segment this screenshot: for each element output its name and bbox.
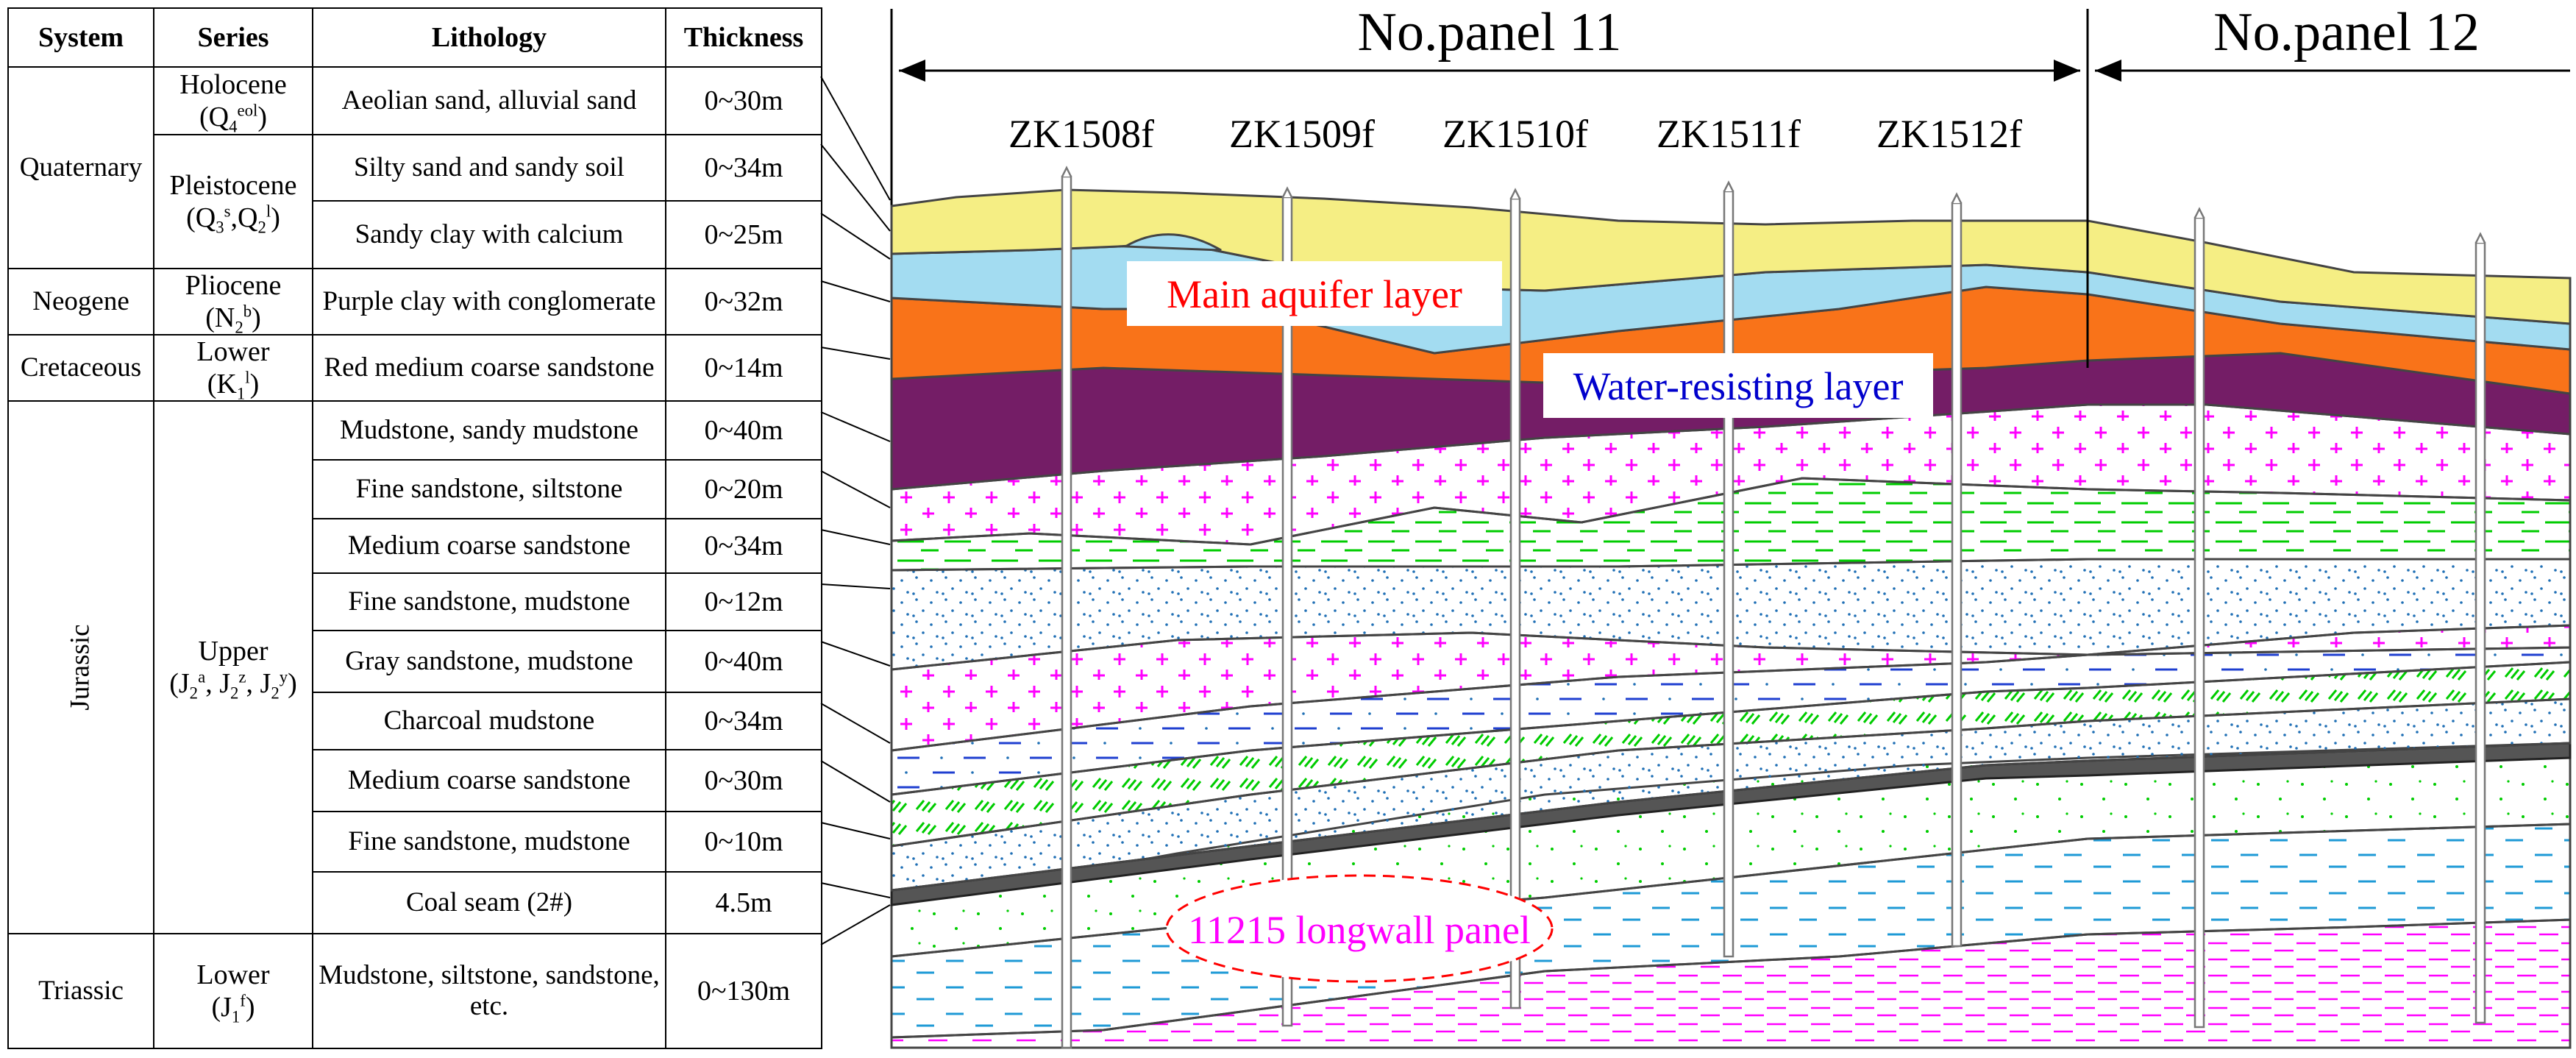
header-series: Series [153,7,313,68]
thickness-cell: 0~12m [665,572,822,631]
table-row: Jurassic Upper (J2a, J2z, J2y) Mudstone, … [7,400,822,934]
borehole-labels: ZK1508f ZK1509f ZK1510f ZK1511f ZK1512f [1008,112,2022,156]
lithology-cell: Mudstone, siltstone, sandstone, etc. [312,933,666,1049]
table-row: Medium coarse sandstone 0~30m [8,749,822,812]
thickness-cell: 0~20m [665,459,822,519]
series-pliocene-symbol: (N2b) [205,302,261,337]
leader-lines [820,76,891,945]
series-triassic-symbol: (J1f) [211,991,255,1026]
longwall-panel-ellipse [1165,874,1554,983]
lithology-cell: Silty sand and sandy soil [312,134,666,202]
thickness-cell: 0~34m [665,134,822,202]
table-row: Gray sandstone, mudstone 0~40m [8,630,822,693]
thickness-cell: 0~34m [665,692,822,750]
lithology-cell: Medium coarse sandstone [312,749,666,812]
thickness-cell: 0~14m [665,334,822,402]
longwall-panel-label: 11215 longwall panel [1188,908,1531,952]
table-row: Fine sandstone, mudstone 0~12m [8,572,822,631]
lithology-cell: Fine sandstone, siltstone [312,459,666,519]
borehole-label: ZK1512f [1876,112,2022,156]
table-row: Quaternary Holocene (Q4eol) Aeolian sand,… [7,66,822,269]
boreholes [1061,166,2486,1049]
table-row: Fine sandstone, siltstone 0~20m [8,459,822,519]
borehole-label: ZK1509f [1229,112,1375,156]
system-triassic: Triassic [7,933,154,1049]
series-cretaceous-name: Lower [196,336,270,367]
series-pliocene-name: Pliocene [185,270,282,301]
lithology-cell: Sandy clay with calcium [312,200,666,269]
series-pleistocene-name: Pleistocene [169,170,297,201]
aquifer-label: Main aquifer layer [1167,272,1462,316]
series-jurassic-upper: Upper (J2a, J2z, J2y) [153,400,313,934]
header-system: System [7,7,154,68]
thickness-cell: 0~30m [665,749,822,812]
table-row: Triassic Lower (J1f) Mudstone, siltstone,… [7,933,822,1049]
series-pleistocene: Pleistocene (Q3s,Q2l) [153,134,313,269]
series-holocene-symbol: (Q4eol) [199,101,268,136]
system-jurassic: Jurassic [7,400,154,934]
series-triassic-lower: Lower (J1f) [153,933,313,1049]
table-row: Charcoal mudstone 0~34m [8,692,822,750]
lithology-cell: Mudstone, sandy mudstone [312,400,666,461]
thickness-cell: 4.5m [665,871,822,934]
thickness-cell: 0~30m [665,66,822,135]
borehole-zk1508f [1061,175,1072,1049]
borehole-panel12-b [2474,241,2486,1024]
series-holocene: Holocene (Q4eol) [153,66,313,136]
table-row: Fine sandstone, mudstone 0~10m [8,811,822,873]
panel-12-label: No.panel 12 [2213,2,2480,63]
panel-11-label: No.panel 11 [1358,2,1622,63]
borehole-panel12-a [2193,216,2205,1029]
series-holocene-name: Holocene [179,69,287,100]
thickness-cell: 0~40m [665,630,822,693]
thickness-cell: 0~130m [665,933,822,1049]
thickness-cell: 0~10m [665,811,822,873]
lithology-cell: Purple clay with conglomerate [312,268,666,335]
lithology-cell: Gray sandstone, mudstone [312,630,666,693]
water-resisting-label: Water-resisting layer [1573,364,1904,408]
thickness-cell: 0~25m [665,200,822,269]
aquifer-lens [1121,233,1222,252]
thickness-cell: 0~32m [665,268,822,335]
lithology-cell: Fine sandstone, mudstone [312,572,666,631]
lithology-cell: Coal seam (2#) [312,871,666,934]
table-row: Coal seam (2#) 4.5m [8,871,822,934]
table-header-row: System Series Lithology Thickness [7,7,822,68]
borehole-label: ZK1510f [1442,112,1588,156]
lithology-cell: Medium coarse sandstone [312,518,666,574]
series-pliocene: Pliocene (N2b) [153,268,313,337]
thickness-cell: 0~40m [665,400,822,461]
series-cretaceous-lower: Lower (K1l) [153,334,313,403]
borehole-zk1511f [1723,190,1734,958]
lithology-cell: Red medium coarse sandstone [312,334,666,402]
header-lithology: Lithology [312,7,666,68]
system-cretaceous: Cretaceous [7,334,154,402]
stratigraphic-table: System Series Lithology Thickness Quater… [7,7,822,1049]
water-resisting-label-box [1543,353,1933,418]
table-row: Pleistocene (Q3s,Q2l) Silty sand and sand… [8,134,822,269]
system-quaternary: Quaternary [7,66,154,269]
header-thickness: Thickness [665,7,822,68]
lithology-cell: Aeolian sand, alluvial sand [312,66,666,135]
lithology-cell: Charcoal mudstone [312,692,666,750]
series-jurassic-name: Upper [198,636,268,667]
borehole-label: ZK1511f [1657,112,1801,156]
series-jurassic-symbol: (J2a, J2z, J2y) [169,667,297,703]
table-row: Medium coarse sandstone 0~34m [8,518,822,574]
table-row: Neogene Pliocene (N2b) Purple clay with c… [7,268,822,337]
series-pleistocene-symbol: (Q3s,Q2l) [186,202,280,237]
lithology-cell: Fine sandstone, mudstone [312,811,666,873]
table-row: Cretaceous Lower (K1l) Red medium coarse … [7,334,822,403]
borehole-zk1512f [1951,202,1963,948]
series-triassic-name: Lower [196,959,270,990]
thickness-cell: 0~34m [665,518,822,574]
borehole-label: ZK1508f [1008,112,1154,156]
table-row: Sandy clay with calcium 0~25m [8,200,822,269]
series-cretaceous-symbol: (K1l) [207,368,260,403]
aquifer-label-box [1127,261,1502,326]
borehole-zk1510f [1509,197,1521,1009]
system-neogene: Neogene [7,268,154,335]
